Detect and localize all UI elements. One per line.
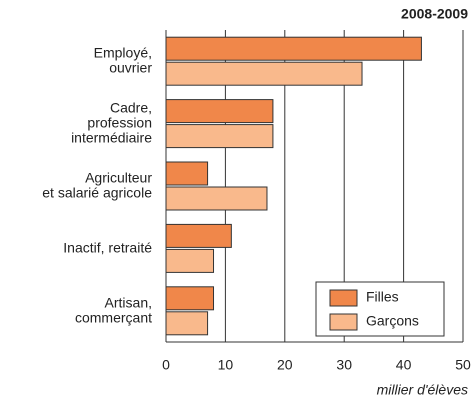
bar <box>165 99 274 124</box>
label-line: Inactif, retraité <box>63 239 152 255</box>
bar <box>165 61 363 86</box>
chart-title: 2008-2009 <box>401 6 468 22</box>
label-line: et salarié agricole <box>42 184 152 200</box>
x-tick-label: 40 <box>396 357 412 373</box>
x-tick-label: 50 <box>455 357 471 373</box>
bar <box>165 311 209 336</box>
y-tick-label: Cadre, profession intermédiaire <box>71 99 152 145</box>
label-line: ouvrier <box>109 59 152 75</box>
y-tick-label: Inactif, retraité <box>63 239 152 255</box>
x-tick-label: 30 <box>336 357 352 373</box>
bar <box>165 124 274 149</box>
legend-swatch <box>329 289 358 307</box>
bar <box>165 161 209 186</box>
x-tick-label: 0 <box>162 357 170 373</box>
label-line: intermédiaire <box>71 129 152 145</box>
x-tick-label: 20 <box>277 357 293 373</box>
bar <box>165 286 215 311</box>
legend-label: Filles <box>366 289 399 305</box>
x-axis-label: millier d'élèves <box>377 382 468 398</box>
label-line: Employé, <box>94 44 152 60</box>
label-line: Cadre, <box>110 99 152 115</box>
bar <box>165 223 232 248</box>
legend-swatch <box>329 313 358 331</box>
bar <box>165 186 268 211</box>
y-tick-label: Agriculteur et salarié agricole <box>42 169 152 200</box>
label-line: Artisan, <box>105 294 152 310</box>
label-line: commerçant <box>75 309 152 325</box>
x-tick-label: 10 <box>218 357 234 373</box>
y-tick-label: Employé, ouvrier <box>94 44 153 75</box>
bar <box>165 248 215 273</box>
label-line: Agriculteur <box>85 169 152 185</box>
bar <box>165 36 422 61</box>
y-tick-label: Artisan, commerçant <box>75 294 152 325</box>
label-line: profession <box>87 114 152 130</box>
legend-label: Garçons <box>366 313 419 329</box>
